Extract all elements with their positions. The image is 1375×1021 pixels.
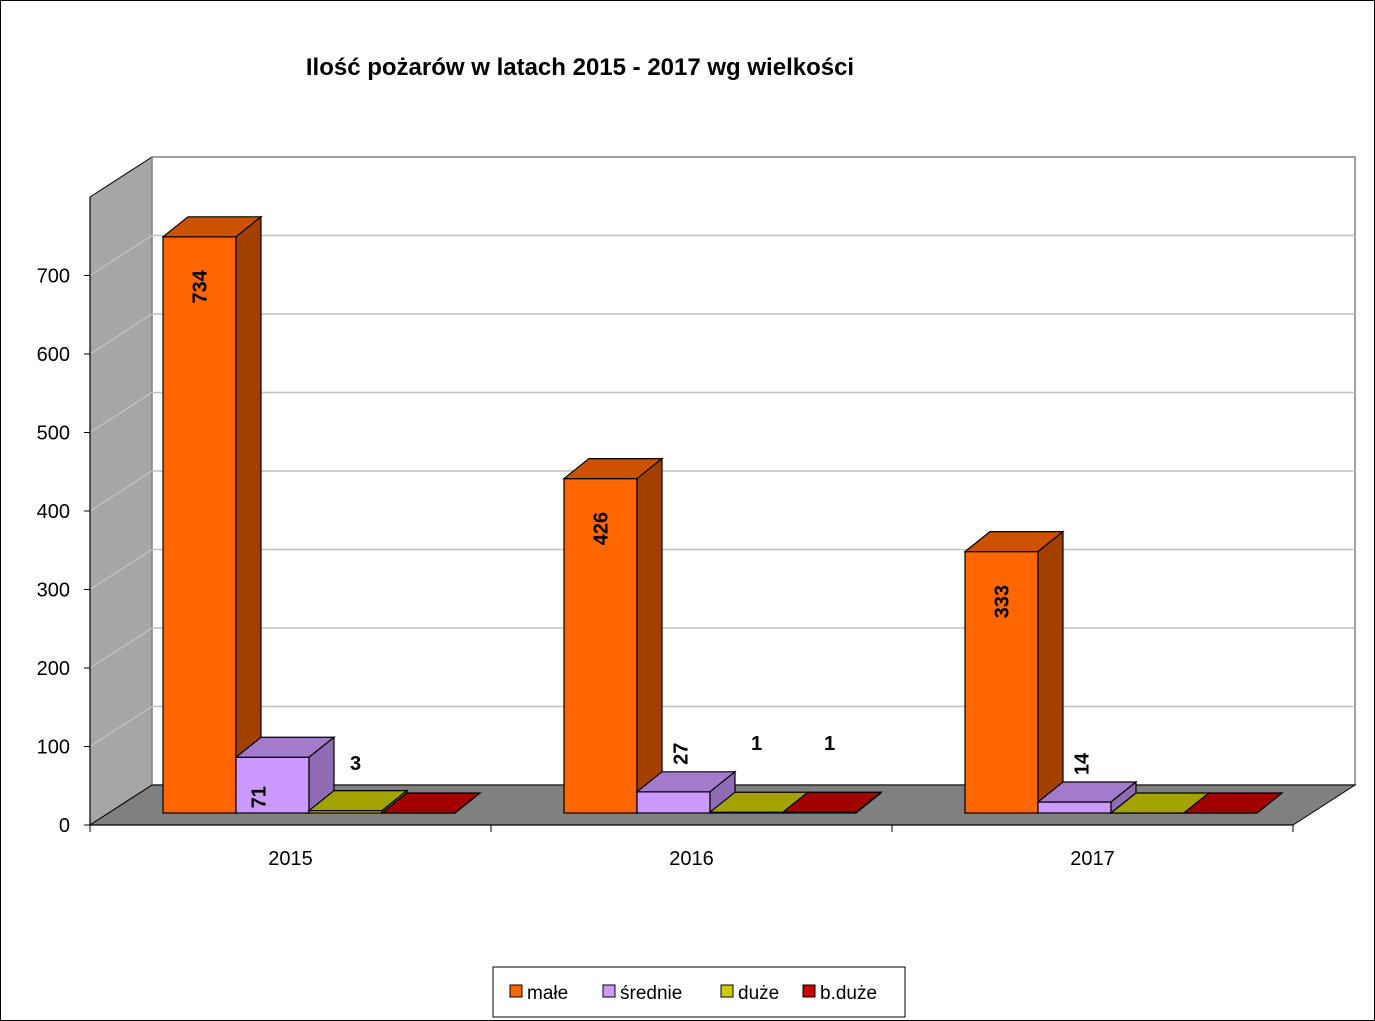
gridline-diag <box>89 234 153 277</box>
legend-swatch <box>802 984 816 998</box>
data-label: 3 <box>350 753 361 775</box>
data-label: 14 <box>1072 752 1094 775</box>
bar-side <box>235 215 262 815</box>
legend-swatch <box>509 984 523 998</box>
legend-swatch <box>720 984 734 998</box>
bar <box>1182 792 1284 814</box>
y-tick-label: 200 <box>37 658 70 680</box>
y-tick-label: 100 <box>37 737 70 759</box>
y-tick-label: 700 <box>37 266 70 288</box>
bar-side <box>1037 530 1064 815</box>
x-category-label: 2017 <box>1070 848 1115 870</box>
x-category-label: 2015 <box>268 848 313 870</box>
bar <box>380 792 482 814</box>
bar <box>234 736 336 815</box>
chart-title: Ilość pożarów w latach 2015 - 2017 wg wi… <box>306 54 854 81</box>
bar-front <box>964 550 1039 814</box>
y-tick-label: 300 <box>37 580 70 602</box>
bar-front <box>1037 801 1112 814</box>
data-label: 71 <box>249 786 271 808</box>
gridline-diag <box>89 548 153 591</box>
y-tick-label: 400 <box>37 501 70 523</box>
legend-swatch <box>602 984 616 998</box>
bar-front <box>563 477 638 814</box>
legend-label: duże <box>738 983 779 1004</box>
y-tick-label: 0 <box>59 815 70 837</box>
bar <box>781 790 883 815</box>
data-label: 1 <box>751 733 762 755</box>
legend-label: b.duże <box>820 983 877 1004</box>
x-category-label: 2016 <box>669 848 714 870</box>
plot-area: 0 100 200 300 400 500 600 700 2015 2016 2017 734 71 3… <box>37 156 1357 870</box>
bar <box>635 770 737 815</box>
bar-front <box>162 236 237 814</box>
y-tick-label: 600 <box>37 344 70 366</box>
legend-box <box>492 966 906 1018</box>
bar <box>161 215 263 815</box>
data-label: 1 <box>824 733 835 755</box>
legend-label: średnie <box>620 983 682 1004</box>
bar-side <box>855 790 882 815</box>
bar-front <box>636 791 711 814</box>
gridline-diag <box>89 313 153 355</box>
bar-side <box>454 792 481 814</box>
gridline-diag <box>89 391 153 434</box>
data-label: 426 <box>591 512 613 545</box>
data-label: 27 <box>671 743 693 765</box>
legend: małe średnie duże b.duże <box>492 966 906 1018</box>
bar <box>1036 780 1138 815</box>
data-label: 734 <box>190 269 212 303</box>
bar-side <box>1256 792 1283 814</box>
data-label: 333 <box>992 585 1014 618</box>
bar <box>963 530 1065 815</box>
bar-front <box>235 756 310 814</box>
gridline-diag <box>89 470 153 512</box>
bar-side <box>636 457 663 815</box>
gridline-diag <box>89 627 153 669</box>
gridline-diag <box>89 705 153 748</box>
bar <box>562 457 664 815</box>
legend-label: małe <box>527 983 568 1004</box>
y-tick-label: 500 <box>37 423 70 445</box>
